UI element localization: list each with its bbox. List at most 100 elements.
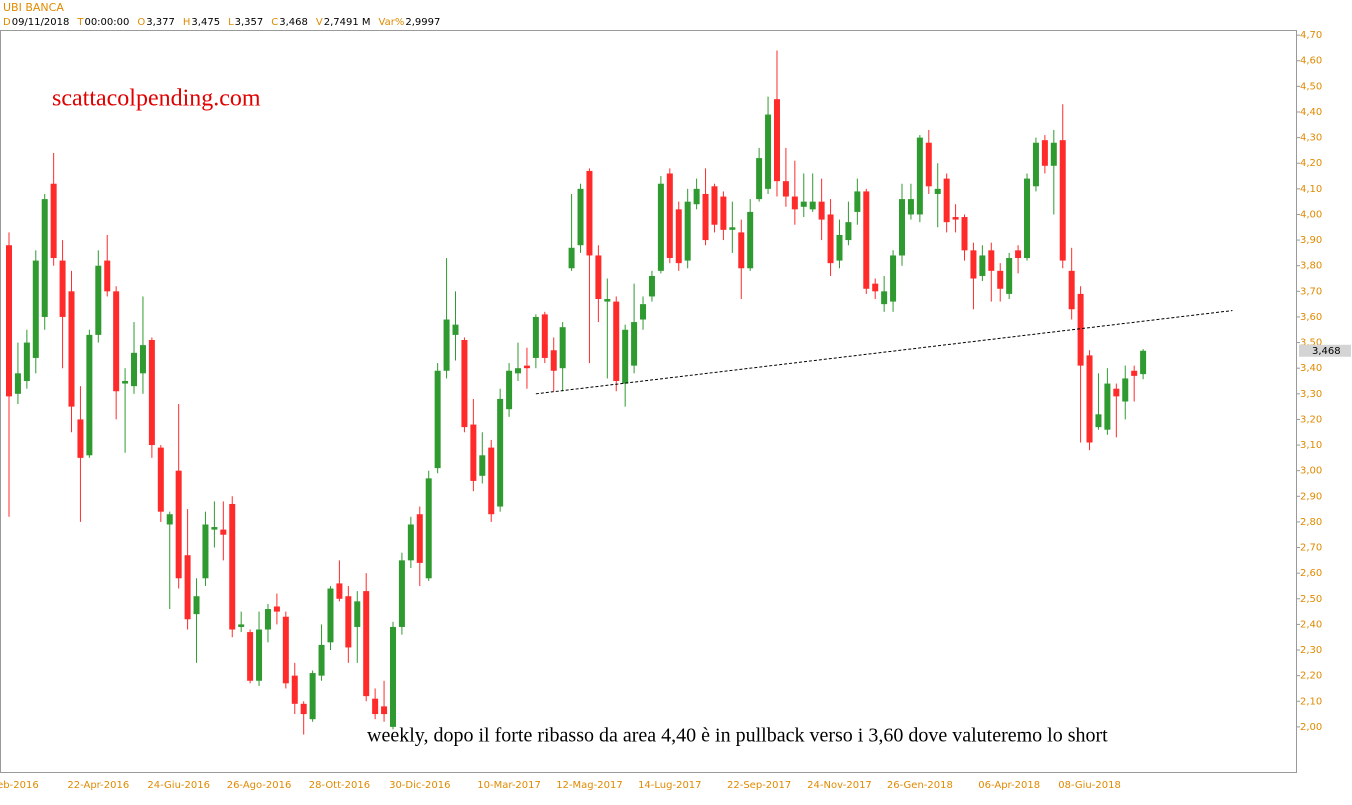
candle-body [41, 199, 48, 317]
candle-body [86, 334, 93, 456]
x-tick-label: 22-Apr-2016 [67, 780, 129, 791]
header-key: L [228, 17, 234, 28]
candle-body [59, 260, 66, 317]
x-tick-label: 30-Dic-2016 [389, 780, 450, 791]
candle-body [854, 191, 861, 212]
y-tick-label: 4,00 [1300, 209, 1322, 220]
candle-body [720, 196, 727, 230]
candle-body [782, 181, 789, 197]
candle-body [934, 188, 941, 194]
candle-body [14, 373, 21, 394]
candle-body [577, 188, 584, 246]
annotation: weekly, dopo il forte ribasso da area 4,… [367, 725, 1108, 747]
x-tick-label: 22-Sep-2017 [727, 780, 791, 791]
y-tick-label: 4,70 [1300, 30, 1322, 41]
y-tick-label: 2,40 [1300, 619, 1322, 630]
candle-body [1077, 293, 1084, 366]
candle-body [684, 201, 691, 261]
candle-body [443, 319, 450, 371]
y-tick-label: 4,40 [1300, 107, 1322, 118]
candle-body [988, 250, 995, 271]
candle-body [77, 419, 84, 458]
candle-body [273, 606, 280, 612]
candle-body [711, 186, 718, 225]
candle-body [104, 260, 111, 292]
candle-body [916, 137, 923, 215]
candle-body [398, 560, 405, 627]
candle-body [497, 398, 504, 507]
y-tick-label: 3,90 [1300, 235, 1322, 246]
candle-body [425, 478, 432, 579]
candle-body [1113, 388, 1120, 397]
candle-body [765, 114, 772, 189]
header-value: 09/11/2018 [12, 17, 70, 28]
header-value: 3,468 [279, 17, 308, 28]
candle-body [595, 255, 602, 300]
candle-body [631, 322, 638, 366]
candle-body [1086, 355, 1093, 443]
candle-body [729, 227, 736, 230]
x-tick-label: 06-Apr-2018 [978, 780, 1040, 791]
candle-body [157, 447, 164, 512]
candle-body [657, 183, 664, 271]
candle-body [1140, 350, 1147, 375]
candle-body [131, 352, 138, 387]
candle-body [68, 291, 75, 407]
header-value: 3,475 [191, 17, 220, 28]
candle-body [363, 591, 370, 697]
candle-body [979, 255, 986, 276]
candle-body [113, 291, 120, 392]
header-value: 00:00:00 [84, 17, 129, 28]
header-key: O [137, 17, 145, 28]
y-tick-label: 4,50 [1300, 81, 1322, 92]
candle-body [345, 596, 352, 648]
y-tick-label: 2,60 [1300, 568, 1322, 579]
header-value: 3,357 [235, 17, 264, 28]
candle-body [291, 675, 298, 704]
candle-body [568, 247, 575, 269]
candle-body [791, 196, 798, 210]
y-tick-label: 4,60 [1300, 56, 1322, 67]
header-key: Var% [379, 17, 405, 28]
candle-body [1015, 250, 1022, 259]
annotation: scattacolpending.com [52, 86, 261, 112]
candle-body [1131, 370, 1138, 376]
x-tick-label: 28-Ott-2016 [309, 780, 370, 791]
candle-body [666, 173, 673, 259]
candle-body [336, 583, 343, 599]
candle-body [202, 524, 209, 579]
x-tick-label: 08-Giu-2018 [1058, 780, 1121, 791]
candle-body [166, 514, 173, 525]
candle-body [139, 345, 146, 374]
candle-body [1032, 142, 1039, 187]
candle-body [773, 99, 780, 182]
y-tick-label: 2,80 [1300, 517, 1322, 528]
candle-body [354, 601, 361, 627]
y-tick-label: 2,70 [1300, 543, 1322, 554]
candle-body [738, 232, 745, 269]
y-tick-label: 2,20 [1300, 671, 1322, 682]
candle-body [122, 381, 129, 384]
candle-body [452, 324, 459, 335]
y-tick-label: 3,20 [1300, 414, 1322, 425]
y-tick-label: 3,60 [1300, 312, 1322, 323]
y-tick-label: 2,90 [1300, 491, 1322, 502]
y-tick-label: 3,40 [1300, 363, 1322, 374]
candle-body [327, 588, 334, 643]
y-tick-label: 3,10 [1300, 440, 1322, 451]
y-tick-label: 2,00 [1300, 722, 1322, 733]
candle-body [559, 327, 566, 369]
y-tick-label: 2,50 [1300, 594, 1322, 605]
last-price-label: 3,468 [1312, 346, 1341, 357]
candle-body [1024, 178, 1031, 259]
candle-body [693, 188, 700, 205]
candle-body [515, 368, 522, 374]
plot-frame [0, 30, 1297, 773]
candle-body [613, 301, 620, 382]
x-tick-label: 10-Mar-2017 [477, 780, 541, 791]
candle-body [211, 527, 218, 530]
candle-body [238, 624, 245, 627]
candle-body [1095, 414, 1102, 428]
